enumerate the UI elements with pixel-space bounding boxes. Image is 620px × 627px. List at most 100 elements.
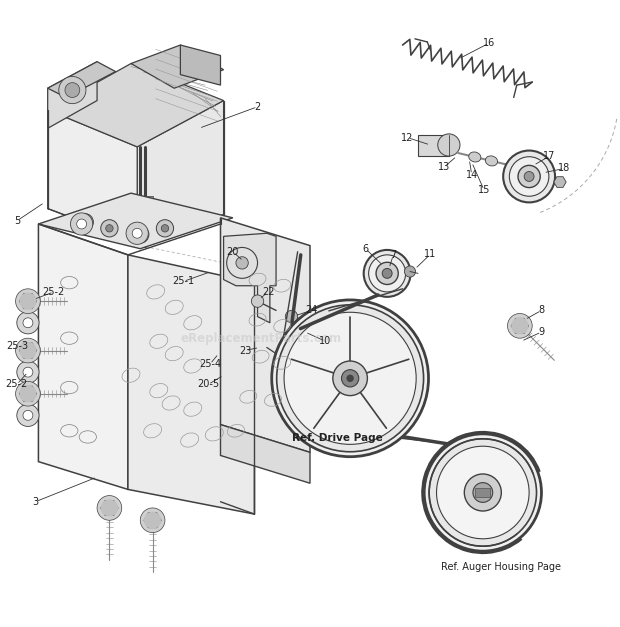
Text: 16: 16 [483, 38, 495, 48]
Circle shape [156, 219, 174, 237]
Circle shape [23, 367, 33, 377]
Text: 6: 6 [363, 244, 369, 254]
Circle shape [508, 314, 532, 338]
Text: 22: 22 [262, 287, 274, 297]
Circle shape [16, 338, 40, 363]
Polygon shape [221, 424, 310, 483]
Circle shape [438, 134, 460, 156]
Ellipse shape [485, 156, 498, 166]
Circle shape [237, 258, 247, 268]
Circle shape [23, 318, 33, 328]
Text: 9: 9 [538, 327, 544, 337]
Circle shape [101, 219, 118, 237]
Circle shape [71, 213, 93, 235]
Polygon shape [48, 63, 224, 147]
Circle shape [382, 268, 392, 278]
Polygon shape [554, 177, 566, 187]
Circle shape [105, 224, 113, 232]
Circle shape [510, 157, 549, 196]
Circle shape [132, 228, 142, 238]
Polygon shape [101, 500, 118, 515]
Circle shape [76, 214, 94, 231]
Polygon shape [38, 224, 128, 490]
Circle shape [284, 312, 416, 445]
Polygon shape [131, 45, 224, 88]
Polygon shape [224, 233, 276, 323]
Polygon shape [48, 61, 97, 129]
Polygon shape [48, 61, 115, 97]
Circle shape [23, 411, 33, 420]
Text: 8: 8 [538, 305, 544, 315]
Circle shape [429, 439, 536, 546]
Text: Ref. Drive Page: Ref. Drive Page [293, 433, 383, 443]
Circle shape [77, 219, 87, 229]
Circle shape [503, 150, 555, 203]
Polygon shape [418, 135, 449, 156]
Text: Ref. Auger Housing Page: Ref. Auger Housing Page [441, 562, 561, 572]
Circle shape [227, 248, 257, 278]
Circle shape [424, 434, 541, 551]
Text: 2: 2 [254, 102, 260, 112]
Circle shape [342, 370, 359, 387]
Polygon shape [19, 293, 37, 308]
Circle shape [161, 224, 169, 232]
Circle shape [333, 361, 368, 396]
Text: 25-2: 25-2 [43, 287, 65, 297]
Circle shape [19, 342, 37, 359]
Text: 14: 14 [466, 170, 478, 179]
Circle shape [17, 361, 39, 383]
Polygon shape [131, 196, 153, 209]
Circle shape [251, 295, 264, 307]
Text: 3: 3 [32, 497, 38, 507]
Circle shape [364, 250, 410, 297]
Circle shape [16, 381, 40, 406]
Text: 24: 24 [305, 305, 317, 315]
Text: 12: 12 [401, 132, 414, 142]
Text: 25-3: 25-3 [6, 340, 28, 350]
Circle shape [97, 495, 122, 520]
Circle shape [464, 474, 502, 511]
Polygon shape [476, 488, 490, 497]
Circle shape [65, 83, 80, 97]
Circle shape [518, 166, 540, 187]
Ellipse shape [469, 152, 481, 162]
Circle shape [473, 483, 493, 502]
Circle shape [131, 226, 149, 243]
Text: eReplacementParts.com: eReplacementParts.com [180, 332, 341, 345]
Circle shape [19, 385, 37, 403]
Polygon shape [221, 218, 310, 452]
Text: 17: 17 [543, 151, 556, 161]
Polygon shape [180, 45, 221, 85]
Polygon shape [137, 100, 224, 243]
Circle shape [236, 256, 248, 269]
Polygon shape [144, 513, 161, 528]
Circle shape [369, 255, 405, 292]
Text: 7: 7 [390, 250, 396, 260]
Circle shape [19, 293, 37, 310]
Polygon shape [512, 319, 528, 334]
Text: 25-1: 25-1 [172, 277, 195, 287]
Text: 11: 11 [424, 250, 436, 259]
Polygon shape [128, 255, 254, 514]
Circle shape [81, 218, 89, 226]
Text: 20-5: 20-5 [197, 379, 219, 389]
Polygon shape [38, 193, 233, 249]
Circle shape [272, 300, 428, 456]
Circle shape [59, 76, 86, 103]
Polygon shape [19, 386, 37, 401]
Circle shape [277, 305, 423, 452]
Text: 15: 15 [478, 185, 490, 195]
Circle shape [285, 310, 298, 323]
Circle shape [17, 404, 39, 426]
Circle shape [140, 508, 165, 532]
Polygon shape [48, 110, 137, 243]
Text: 23: 23 [239, 345, 251, 356]
Circle shape [524, 172, 534, 181]
Circle shape [231, 252, 253, 274]
Circle shape [17, 312, 39, 334]
Text: 25-2: 25-2 [6, 379, 28, 389]
Text: 18: 18 [558, 164, 570, 174]
Text: 10: 10 [319, 336, 332, 346]
Circle shape [512, 317, 528, 334]
Circle shape [136, 231, 144, 238]
